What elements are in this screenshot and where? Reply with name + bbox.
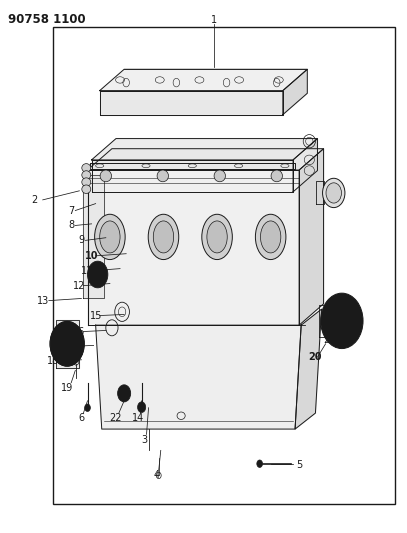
Ellipse shape — [100, 170, 112, 182]
Ellipse shape — [82, 171, 91, 179]
Ellipse shape — [94, 214, 125, 260]
Text: 22: 22 — [110, 414, 122, 423]
Polygon shape — [283, 69, 307, 115]
Circle shape — [118, 385, 131, 402]
Ellipse shape — [148, 214, 179, 260]
Polygon shape — [90, 163, 295, 169]
Text: 5: 5 — [296, 460, 302, 470]
Ellipse shape — [100, 221, 120, 253]
Polygon shape — [88, 170, 299, 325]
Text: 8: 8 — [68, 221, 74, 230]
Polygon shape — [56, 320, 79, 368]
Polygon shape — [92, 139, 317, 160]
Polygon shape — [299, 149, 324, 325]
Circle shape — [50, 321, 84, 366]
Text: 2: 2 — [31, 195, 38, 205]
Ellipse shape — [214, 170, 225, 182]
Text: 15: 15 — [90, 311, 102, 320]
Circle shape — [138, 402, 146, 413]
Polygon shape — [100, 69, 307, 91]
Ellipse shape — [82, 164, 91, 172]
Polygon shape — [92, 160, 293, 192]
Ellipse shape — [256, 214, 286, 260]
Ellipse shape — [157, 170, 168, 182]
Ellipse shape — [153, 221, 174, 253]
Text: 19: 19 — [61, 383, 73, 393]
Text: 1: 1 — [210, 15, 217, 25]
Text: 17: 17 — [61, 342, 73, 351]
Polygon shape — [88, 149, 324, 170]
Text: 14: 14 — [132, 414, 144, 423]
Text: 9: 9 — [78, 236, 85, 245]
Text: 16: 16 — [73, 327, 85, 336]
Circle shape — [321, 293, 363, 349]
Circle shape — [88, 261, 108, 288]
Ellipse shape — [202, 214, 232, 260]
Text: 12: 12 — [73, 281, 85, 290]
Ellipse shape — [322, 178, 345, 207]
Bar — [53, 27, 395, 504]
Text: 13: 13 — [37, 296, 49, 305]
Circle shape — [257, 460, 263, 467]
Text: 21: 21 — [324, 335, 336, 345]
Circle shape — [56, 329, 78, 358]
Text: 90758 1100: 90758 1100 — [8, 13, 86, 26]
Text: 7: 7 — [68, 206, 74, 215]
Ellipse shape — [260, 221, 281, 253]
Polygon shape — [295, 309, 322, 429]
Ellipse shape — [326, 183, 341, 203]
Polygon shape — [83, 175, 104, 298]
Text: 18: 18 — [47, 357, 59, 366]
Circle shape — [85, 404, 90, 411]
Ellipse shape — [207, 221, 227, 253]
Polygon shape — [96, 325, 301, 429]
Text: 20: 20 — [309, 352, 322, 362]
Text: 11: 11 — [81, 266, 94, 276]
Ellipse shape — [82, 185, 91, 193]
Ellipse shape — [271, 170, 282, 182]
Text: 10: 10 — [85, 251, 98, 261]
Text: 3: 3 — [141, 435, 148, 445]
Circle shape — [61, 336, 73, 352]
Text: 6: 6 — [78, 414, 85, 423]
Circle shape — [326, 301, 357, 341]
Text: 4: 4 — [153, 471, 160, 480]
Ellipse shape — [82, 178, 91, 187]
Polygon shape — [100, 91, 283, 115]
Circle shape — [121, 389, 127, 398]
Polygon shape — [293, 139, 317, 192]
Circle shape — [333, 309, 351, 333]
